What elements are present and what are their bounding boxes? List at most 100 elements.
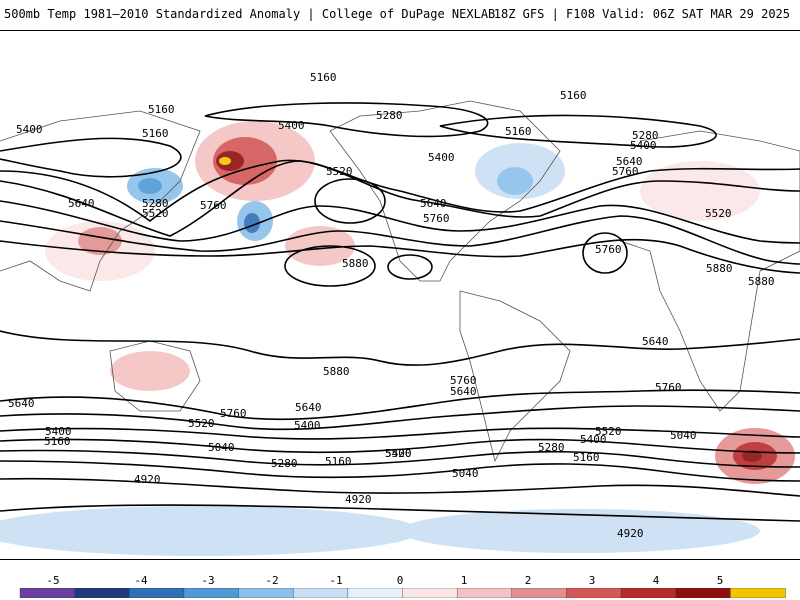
colorbar-swatch (347, 588, 404, 598)
contour-label: 5640 (8, 397, 35, 410)
contour-label: 5400 (45, 425, 72, 438)
contour-label: 5400 (278, 119, 305, 132)
colorbar-tick: 2 (524, 574, 532, 587)
contour-5160-north (204, 102, 489, 138)
contour-5760-south (0, 389, 800, 421)
contour-label: 5520 (385, 447, 412, 460)
contour-label: 5760 (655, 381, 682, 394)
contour-5160 (0, 137, 182, 178)
eurasia-outline (0, 110, 201, 292)
contour-4920-south (0, 504, 800, 522)
contour-5160-south (0, 460, 800, 482)
weather-map: 5160 5160 5160 5400 5400 5160 5280 5400 … (0, 30, 800, 560)
contour-label: 5520 (595, 425, 622, 438)
contour-label: 5760 (200, 199, 227, 212)
colorbar-swatch (566, 588, 622, 598)
colorbar-tick: -4 (134, 574, 148, 587)
colorbar-tick: -2 (265, 574, 279, 587)
contour-label: 5400 (385, 447, 412, 460)
colorbar-tick: -5 (46, 574, 60, 587)
anomaly-shading (0, 121, 795, 556)
contour-label: 5400 (16, 123, 43, 136)
contour-label: 5280 (538, 441, 565, 454)
colorbar-tick: -1 (329, 574, 343, 587)
colorbar-swatch (402, 588, 458, 598)
contour-label: 5040 (208, 441, 235, 454)
colorbar-tick: 1 (460, 574, 468, 587)
contour-label: 5520 (326, 165, 353, 178)
colorbar-swatch (129, 588, 185, 598)
contour-label: 5280 (271, 457, 298, 470)
contour-label: 5520 (142, 207, 169, 220)
height-contours (0, 102, 800, 522)
contour-label: 5160 (505, 125, 532, 138)
colorbar-swatch (511, 588, 568, 598)
colorbar-swatch (456, 588, 513, 598)
chart-title: 500mb Temp 1981–2010 Standardized Anomal… (4, 7, 496, 21)
contour-label: 5880 (748, 275, 775, 288)
colorbar-swatch (19, 588, 76, 598)
contour-label: 5760 (220, 407, 247, 420)
contour-label: 5520 (188, 417, 215, 430)
contour-5640-south (0, 405, 800, 431)
cold-anomaly-mid-pacific-core (244, 213, 260, 233)
colorbar-scale (19, 588, 786, 598)
contour-label: 5160 (142, 127, 169, 140)
warm-anomaly-max (219, 157, 231, 165)
contour-label: 5280 (142, 197, 169, 210)
colorbar-tick: 3 (588, 574, 596, 587)
contour-label: 5160 (44, 435, 71, 448)
contour-label: 5400 (294, 419, 321, 432)
contour-5880-high (284, 245, 376, 287)
contour-label: 5400 (630, 139, 657, 152)
contour-label: 5760 (450, 374, 477, 387)
contour-label: 5160 (573, 451, 600, 464)
contour-label: 4920 (134, 473, 161, 486)
contour-5400-south (0, 438, 800, 454)
colorbar-tick: 0 (396, 574, 404, 587)
contour-label: 5400 (580, 433, 607, 446)
contour-label: 5640 (642, 335, 669, 348)
contour-label: 5040 (670, 429, 697, 442)
contour-label: 5400 (428, 151, 455, 164)
contour-5760 (0, 238, 800, 274)
contour-label: 5640 (68, 197, 95, 210)
contour-label: 5760 (595, 243, 622, 256)
colorbar-swatch (620, 588, 677, 598)
contour-5880-high-east (387, 254, 433, 280)
contour-5520 (0, 200, 800, 244)
colorbar-swatch (238, 588, 294, 598)
contour-5520-low (314, 178, 386, 224)
contour-5160-arctic (439, 114, 717, 148)
colorbar-swatch (293, 588, 349, 598)
colorbar-swatch (675, 588, 732, 598)
contour-label: 5160 (310, 71, 337, 84)
contour-label: 5160 (325, 455, 352, 468)
south-america-outline (459, 290, 571, 463)
contour-5400 (0, 160, 800, 237)
contour-label: 5280 (376, 109, 403, 122)
contour-label: 5880 (706, 262, 733, 275)
contour-label: 5880 (342, 257, 369, 270)
colorbar-tick: 5 (716, 574, 724, 587)
warm-anomaly-south-atlantic-peak (742, 450, 762, 462)
contour-5640 (0, 215, 800, 265)
warm-anomaly-asia-core (78, 227, 122, 255)
contour-label: 5880 (323, 365, 350, 378)
contour-label: 4920 (617, 527, 644, 540)
contour-label: 5280 (632, 129, 659, 142)
colorbar: -5 -4 -3 -2 -1 0 1 2 3 4 5 (0, 566, 800, 600)
contour-label: 5040 (452, 467, 479, 480)
colorbar-tick: -3 (201, 574, 215, 587)
warm-anomaly-north-pacific-core (213, 137, 277, 185)
contour-5280-south (0, 449, 800, 468)
contour-5280 (0, 159, 800, 223)
contour-label: 5760 (423, 212, 450, 225)
contour-label: 4920 (345, 493, 372, 506)
map-canvas: 5160 5160 5160 5400 5400 5160 5280 5400 … (0, 71, 800, 556)
contour-5760-low (582, 232, 628, 274)
cold-anomaly-kamchatka-core (138, 178, 162, 194)
contour-label: 5640 (450, 385, 477, 398)
contour-label: 5160 (560, 89, 587, 102)
contour-5520-south (0, 427, 800, 440)
